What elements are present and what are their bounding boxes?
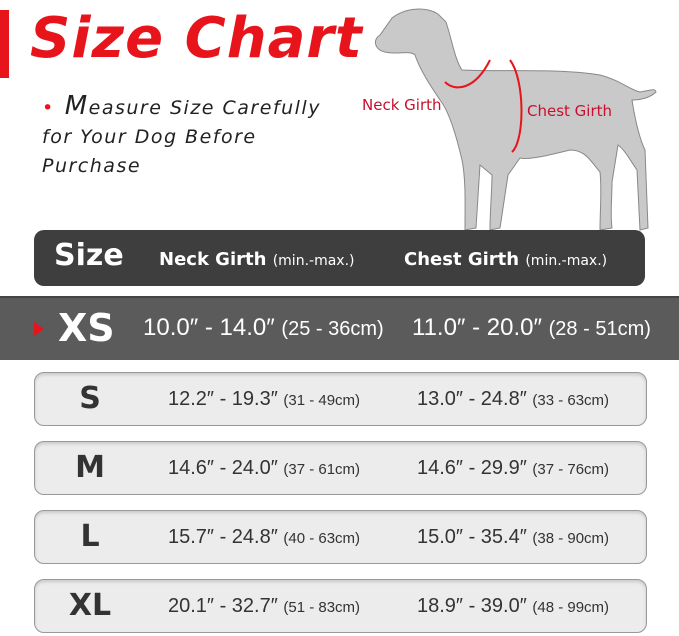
size-label: L bbox=[80, 519, 100, 554]
table-row-s: S 12.2″ - 19.3″ (31 - 49cm) 13.0″ - 24.8… bbox=[34, 372, 647, 426]
neck-value: 12.2″ - 19.3″ (31 - 49cm) bbox=[168, 388, 361, 410]
note-initial: M bbox=[64, 91, 89, 121]
neck-girth-label: Neck Girth bbox=[362, 96, 442, 114]
neck-value: 14.6″ - 24.0″ (37 - 61cm) bbox=[168, 457, 361, 479]
bullet-icon: • bbox=[42, 97, 55, 119]
chest-value: 18.9″ - 39.0″ (48 - 99cm) bbox=[417, 595, 610, 617]
header-neck: Neck Girth (min.-max.) bbox=[159, 249, 355, 270]
size-label: S bbox=[79, 381, 101, 416]
chest-value: 15.0″ - 35.4″ (38 - 90cm) bbox=[417, 526, 610, 548]
chest-girth-label: Chest Girth bbox=[527, 102, 613, 120]
size-label: M bbox=[75, 450, 105, 485]
page-title: Size Chart bbox=[30, 6, 363, 71]
size-label: XS bbox=[58, 306, 115, 350]
table-row-m: M 14.6″ - 24.0″ (37 - 61cm) 14.6″ - 29.9… bbox=[34, 441, 647, 495]
chest-value: 13.0″ - 24.8″ (33 - 63cm) bbox=[417, 388, 610, 410]
accent-bar bbox=[0, 10, 9, 78]
neck-girth-line bbox=[444, 59, 491, 89]
table-row-xs: XS 10.0″ - 14.0″ (25 - 36cm) 11.0″ - 20.… bbox=[0, 296, 679, 360]
table-row-l: L 15.7″ - 24.8″ (40 - 63cm) 15.0″ - 35.4… bbox=[34, 510, 647, 564]
size-label: XL bbox=[68, 588, 112, 623]
neck-value: 15.7″ - 24.8″ (40 - 63cm) bbox=[168, 526, 361, 548]
chest-girth-line bbox=[509, 59, 523, 153]
note-text: easure Size Carefully for Your Dog Befor… bbox=[42, 97, 321, 177]
header-chest: Chest Girth (min.-max.) bbox=[404, 249, 608, 270]
table-header: Size Neck Girth (min.-max.) Chest Girth … bbox=[34, 230, 645, 286]
header-size: Size bbox=[54, 238, 124, 273]
chest-value: 14.6″ - 29.9″ (37 - 76cm) bbox=[417, 457, 610, 479]
dog-illustration bbox=[374, 8, 657, 231]
neck-value: 20.1″ - 32.7″ (51 - 83cm) bbox=[168, 595, 361, 617]
measure-note: • Measure Size Carefully for Your Dog Bef… bbox=[42, 92, 342, 181]
table-row-xl: XL 20.1″ - 32.7″ (51 - 83cm) 18.9″ - 39.… bbox=[34, 579, 647, 633]
arrow-icon bbox=[34, 322, 44, 336]
chest-value: 11.0″ - 20.0″ (28 - 51cm) bbox=[412, 314, 651, 341]
neck-value: 10.0″ - 14.0″ (25 - 36cm) bbox=[143, 314, 384, 341]
